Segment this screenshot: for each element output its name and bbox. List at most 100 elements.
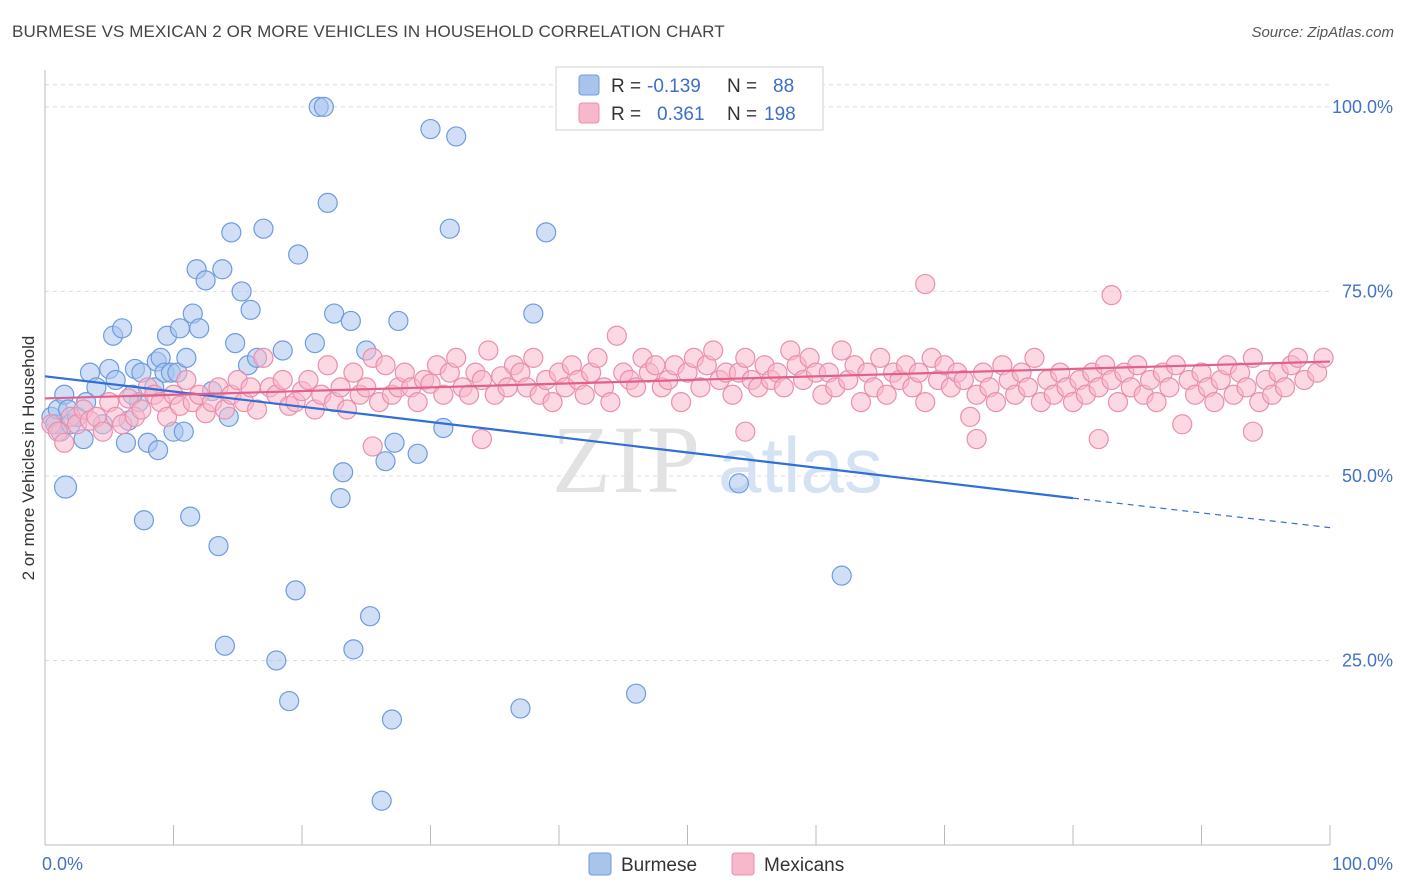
point-mexicans-75 <box>523 347 544 368</box>
point-mexicans-169 <box>1127 355 1148 376</box>
point-mexicans-147 <box>985 392 1007 413</box>
point-burmese-35 <box>176 347 197 368</box>
point-mexicans-71 <box>497 377 518 398</box>
y-tick-label-0: 25.0% <box>1342 650 1393 670</box>
trend-line-mexicans <box>44 360 1331 400</box>
point-mexicans-46 <box>336 399 358 420</box>
point-burmese-56 <box>285 580 306 601</box>
point-mexicans-18 <box>156 406 178 428</box>
point-mexicans-21 <box>176 369 197 391</box>
point-burmese-39 <box>189 318 210 339</box>
point-mexicans-8 <box>92 421 113 442</box>
point-mexicans-200 <box>362 436 383 457</box>
point-burmese-15 <box>105 369 126 391</box>
point-burmese-53 <box>266 650 287 671</box>
stats-box: R = -0.139 N = 88 R = 0.361 N = 198 <box>555 66 824 131</box>
point-burmese-61 <box>317 192 338 213</box>
x-tick-label-0: 0.0% <box>42 854 83 874</box>
source-label: Source: ZipAtlas.com <box>1251 24 1394 41</box>
point-mexicans-186 <box>1236 377 1257 398</box>
point-mexicans-85 <box>587 347 608 368</box>
stats-swatch-burmese <box>578 74 600 96</box>
point-burmese-40 <box>195 270 216 291</box>
point-burmese-77 <box>439 218 460 239</box>
point-mexicans-202 <box>735 421 756 442</box>
point-mexicans-83 <box>574 384 595 405</box>
point-burmese-63 <box>330 487 351 509</box>
point-mexicans-2 <box>54 432 75 453</box>
point-burmese-43 <box>212 259 233 280</box>
point-burmese-74 <box>407 443 428 464</box>
stats-swatch-mexicans <box>578 102 600 124</box>
stats-r-label-burmese: R = <box>611 76 641 97</box>
watermark-zip: ZIP <box>552 406 702 513</box>
point-burmese-22 <box>133 510 155 531</box>
y-axis-label: 2 or more Vehicles in Household <box>19 336 38 581</box>
point-burmese-71 <box>384 432 405 453</box>
legend-label-burmese: Burmese <box>621 855 697 876</box>
point-burmese-76 <box>433 417 454 439</box>
stats-n-value-burmese: 88 <box>773 76 794 97</box>
point-mexicans-43 <box>317 355 338 376</box>
legend-swatch-mexicans <box>731 852 755 876</box>
stats-r-label-mexicans: R = <box>611 104 641 125</box>
trend-line-burmese <box>44 375 1074 500</box>
point-burmese-5 <box>53 475 78 499</box>
point-burmese-82 <box>625 683 647 704</box>
point-burmese-80 <box>523 303 544 324</box>
point-burmese-44 <box>214 635 235 656</box>
stats-n-label-burmese: N = <box>727 76 757 97</box>
point-burmese-72 <box>388 310 409 332</box>
y-tick-label-3: 100.0% <box>1332 97 1393 117</box>
y-tick-label-1: 50.0% <box>1342 466 1393 486</box>
point-burmese-54 <box>272 340 293 361</box>
legend-item-burmese[interactable]: Burmese <box>588 852 697 876</box>
watermark: ZIP atlas <box>552 406 883 513</box>
point-mexicans-65 <box>458 384 480 405</box>
point-mexicans-36 <box>272 369 293 391</box>
point-burmese-68 <box>360 606 381 627</box>
point-burmese-46 <box>221 222 242 243</box>
point-mexicans-108 <box>735 347 756 368</box>
x-tick-labels: 0.0% 100.0% <box>42 854 1393 874</box>
point-mexicans-192 <box>1274 377 1296 398</box>
point-burmese-73 <box>371 790 392 811</box>
point-mexicans-40 <box>298 369 319 391</box>
chart-title: BURMESE VS MEXICAN 2 OR MORE VEHICLES IN… <box>12 22 725 41</box>
point-mexicans-136 <box>915 392 936 413</box>
stats-n-label-mexicans: N = <box>727 104 757 125</box>
point-burmese-42 <box>208 535 229 557</box>
point-mexicans-176 <box>1172 414 1193 435</box>
point-burmese-65 <box>340 310 361 332</box>
point-mexicans-31 <box>240 377 261 398</box>
point-mexicans-33 <box>253 347 274 368</box>
point-burmese-17 <box>115 432 137 453</box>
legend: Burmese Mexicans <box>588 852 844 876</box>
stats-r-value-burmese: -0.139 <box>647 76 701 97</box>
point-mexicans-68 <box>478 340 499 361</box>
point-mexicans-197 <box>1313 347 1334 368</box>
legend-swatch-burmese <box>588 852 612 876</box>
point-mexicans-129 <box>870 347 891 368</box>
point-mexicans-63 <box>446 347 467 368</box>
point-mexicans-101 <box>690 377 711 398</box>
x-tick-label-1: 100.0% <box>1332 854 1393 874</box>
point-mexicans-123 <box>831 340 852 361</box>
trend-line-burmese-extension <box>1072 497 1331 529</box>
legend-label-mexicans: Mexicans <box>764 855 844 876</box>
series-burmese-points <box>41 96 852 811</box>
point-mexicans-57 <box>407 392 428 413</box>
point-burmese-52 <box>253 218 274 239</box>
point-mexicans-88 <box>606 325 627 346</box>
point-mexicans-204 <box>1088 428 1109 450</box>
point-mexicans-142 <box>953 369 974 391</box>
point-mexicans-32 <box>246 399 268 420</box>
point-mexicans-203 <box>966 428 987 450</box>
point-burmese-57 <box>288 244 309 265</box>
point-mexicans-205 <box>1242 421 1264 442</box>
stats-n-value-mexicans: 198 <box>764 104 796 125</box>
point-burmese-50 <box>240 299 261 320</box>
point-burmese-33 <box>169 318 191 339</box>
legend-item-mexicans[interactable]: Mexicans <box>731 852 844 876</box>
